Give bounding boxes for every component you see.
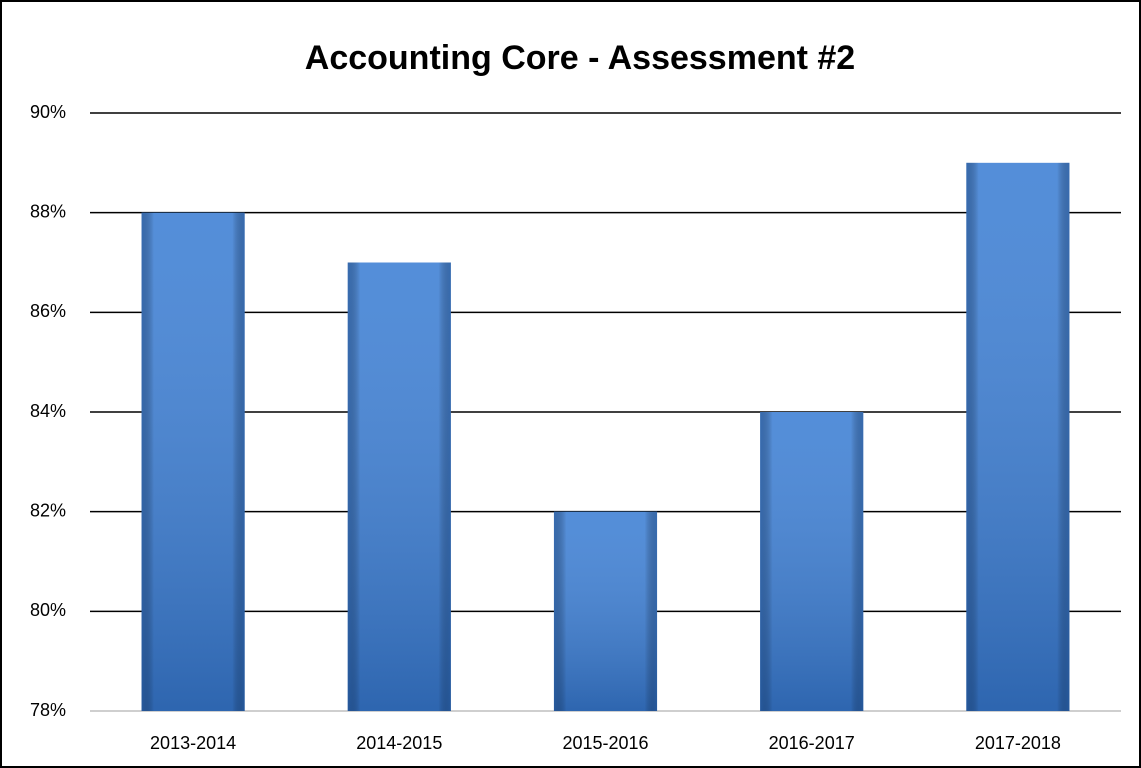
y-tick-label: 78% [30,700,66,720]
x-tick-label: 2014-2015 [356,733,442,753]
y-tick-label: 88% [30,201,66,221]
bar-shade [760,412,864,711]
bar-shade [553,511,658,711]
y-tick-label: 86% [30,301,66,321]
x-tick-label: 2017-2018 [975,733,1061,753]
y-tick-label: 84% [30,401,66,421]
chart-title: Accounting Core - Assessment #2 [305,39,855,77]
y-tick-label: 80% [30,600,66,620]
y-tick-label: 82% [30,500,66,520]
x-tick-label: 2013-2014 [150,733,236,753]
bar-shade [966,162,1070,712]
bar-shade [141,212,245,711]
x-tick-label: 2016-2017 [769,733,855,753]
y-tick-label: 90% [30,102,66,122]
x-tick-label: 2015-2016 [562,733,648,753]
bar-shade [347,262,451,711]
